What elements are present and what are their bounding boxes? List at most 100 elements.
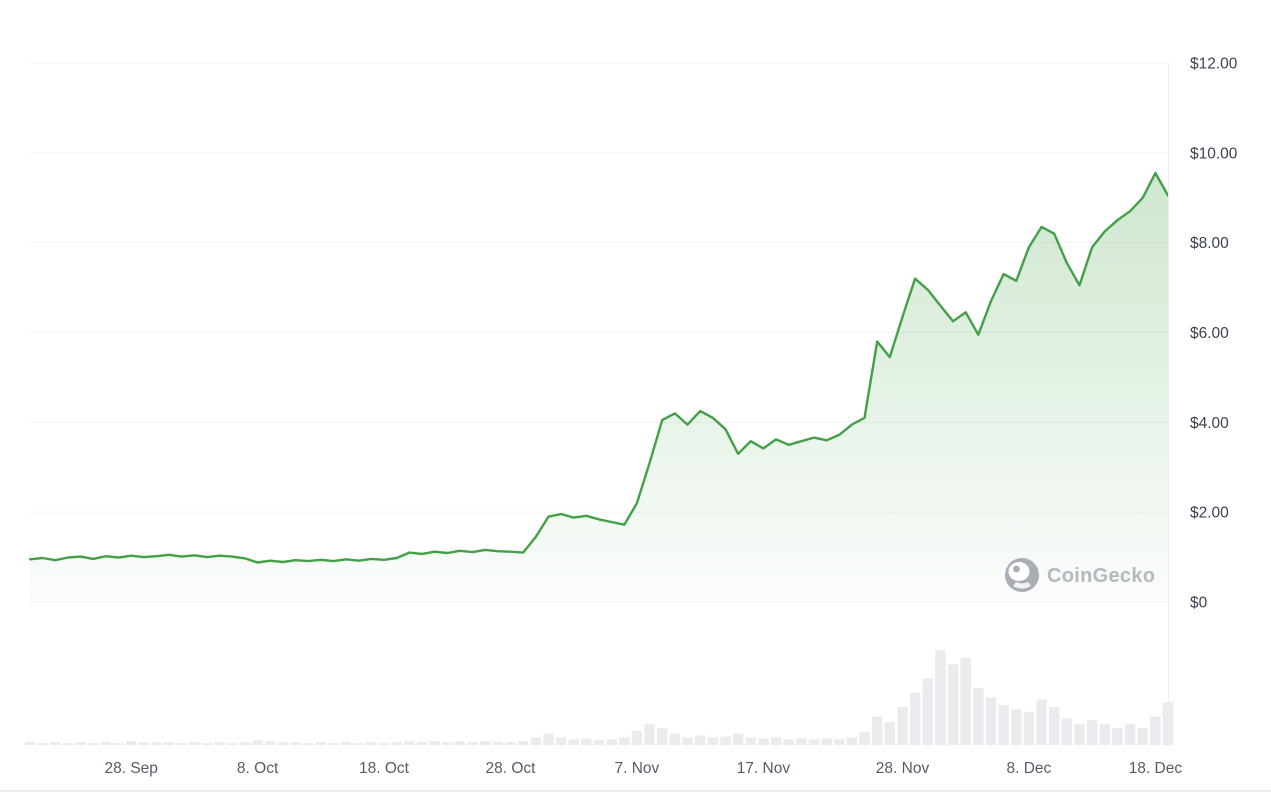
- volume-bar: [859, 731, 870, 745]
- volume-bar: [1150, 716, 1161, 745]
- y-axis-tick-label: $2.00: [1190, 505, 1229, 522]
- volume-bar: [846, 737, 858, 745]
- volume-bar: [239, 742, 251, 745]
- volume-bar: [1099, 724, 1110, 745]
- x-axis-tick-label: 28. Sep: [104, 760, 157, 777]
- volume-bar: [227, 743, 238, 745]
- volume-bar: [429, 741, 440, 745]
- price-line: [28, 171, 1170, 564]
- volume-bar: [303, 743, 314, 745]
- volume-bar: [62, 743, 74, 745]
- volume-bar: [758, 738, 769, 746]
- volume-bar: [1112, 727, 1123, 745]
- y-axis-tick-label: $4.00: [1190, 415, 1229, 432]
- volume-bar: [88, 743, 99, 745]
- volume-bar: [1074, 724, 1085, 745]
- volume-bar: [581, 738, 592, 746]
- volume-bar: [201, 743, 213, 745]
- volume-bar: [644, 724, 655, 745]
- volume-bar: [517, 741, 529, 745]
- volume-bar: [138, 742, 149, 745]
- volume-bar: [1036, 699, 1047, 745]
- coingecko-logo-eye: [1008, 562, 1030, 581]
- volume-bar: [315, 742, 326, 745]
- x-axis-tick-label: 17. Nov: [737, 760, 791, 777]
- volume-bar: [50, 742, 61, 745]
- y-axis-labels: $0 $2.00 $4.00 $6.00 $8.00 $10.00 $12.00: [1190, 56, 1238, 612]
- volume-bar: [619, 737, 630, 745]
- volume-bar: [100, 742, 112, 745]
- volume-bar: [353, 743, 364, 745]
- volume-bar: [113, 743, 124, 745]
- y-axis-tick-label: $8.00: [1190, 235, 1229, 252]
- volume-bar: [75, 742, 86, 745]
- volume-bar: [391, 742, 402, 745]
- volume-bar: [935, 650, 946, 745]
- y-axis-tick-label: $12.00: [1190, 56, 1238, 73]
- x-axis-tick-label: 8. Oct: [237, 760, 279, 777]
- volume-bar: [480, 741, 491, 745]
- volume-bar: [366, 742, 377, 745]
- volume-bar: [1061, 718, 1073, 745]
- volume-bar: [126, 741, 137, 745]
- volume-bar: [960, 657, 971, 745]
- volume-bar: [189, 742, 200, 745]
- volume-bar: [37, 743, 48, 745]
- volume-bar: [998, 705, 1009, 745]
- volume-bar: [24, 742, 36, 745]
- volume-bar: [492, 742, 504, 745]
- volume-bar: [151, 742, 162, 745]
- volume-bar: [872, 716, 883, 745]
- y-axis-tick-label: $10.00: [1190, 145, 1238, 162]
- volume-bar: [922, 678, 933, 745]
- volume-bar: [985, 697, 997, 745]
- volume-bar: [416, 742, 428, 745]
- volume-bar: [265, 741, 276, 745]
- volume-bar: [328, 743, 339, 745]
- volume-bar: [454, 741, 466, 745]
- volume-bar: [631, 730, 643, 746]
- watermark: CoinGecko: [1005, 558, 1155, 592]
- volume-bar: [821, 738, 832, 746]
- y-axis-tick-label: $6.00: [1190, 325, 1229, 342]
- volume-bar: [378, 743, 390, 745]
- volume-bar: [897, 707, 908, 745]
- volume-bar: [1124, 724, 1136, 745]
- volume-bar: [909, 692, 921, 746]
- volume-bar: [657, 727, 668, 745]
- watermark-label: CoinGecko: [1047, 565, 1155, 587]
- volume-bar: [745, 737, 756, 745]
- volume-bar: [543, 733, 554, 745]
- volume-bar: [568, 739, 579, 745]
- price-area: [30, 173, 1168, 602]
- volume-bar: [442, 742, 453, 745]
- volume-bar: [1137, 727, 1148, 745]
- volume-bar: [214, 742, 225, 745]
- volume-bar: [1023, 711, 1035, 746]
- x-axis-labels: 28. Sep 8. Oct 18. Oct 28. Oct 7. Nov 17. Nov…: [104, 760, 1182, 777]
- volume-bar: [834, 739, 845, 745]
- volume-bar: [1049, 707, 1060, 745]
- volume-bar: [163, 742, 175, 745]
- volume-bar: [732, 733, 744, 745]
- volume-bar: [252, 740, 263, 746]
- volume-bar: [720, 736, 731, 746]
- volume-bar: [1086, 720, 1098, 745]
- volume-bar: [669, 733, 681, 745]
- x-axis-tick-label: 28. Nov: [876, 760, 930, 777]
- volume-bar: [947, 664, 959, 746]
- gridlines: [30, 62, 1168, 603]
- x-axis-tick-label: 18. Dec: [1129, 760, 1183, 777]
- volume-bar: [290, 742, 301, 745]
- volume-bar: [606, 739, 617, 745]
- volume-bar: [770, 737, 782, 745]
- volume-bar: [340, 742, 352, 745]
- volume-bar: [555, 737, 567, 745]
- volume-bar: [505, 742, 516, 745]
- coingecko-logo-mouth: [1013, 582, 1031, 589]
- volume-bar: [1011, 708, 1022, 745]
- x-axis-tick-label: 7. Nov: [614, 760, 659, 777]
- volume-bar: [695, 735, 706, 745]
- volume-bar: [176, 743, 187, 745]
